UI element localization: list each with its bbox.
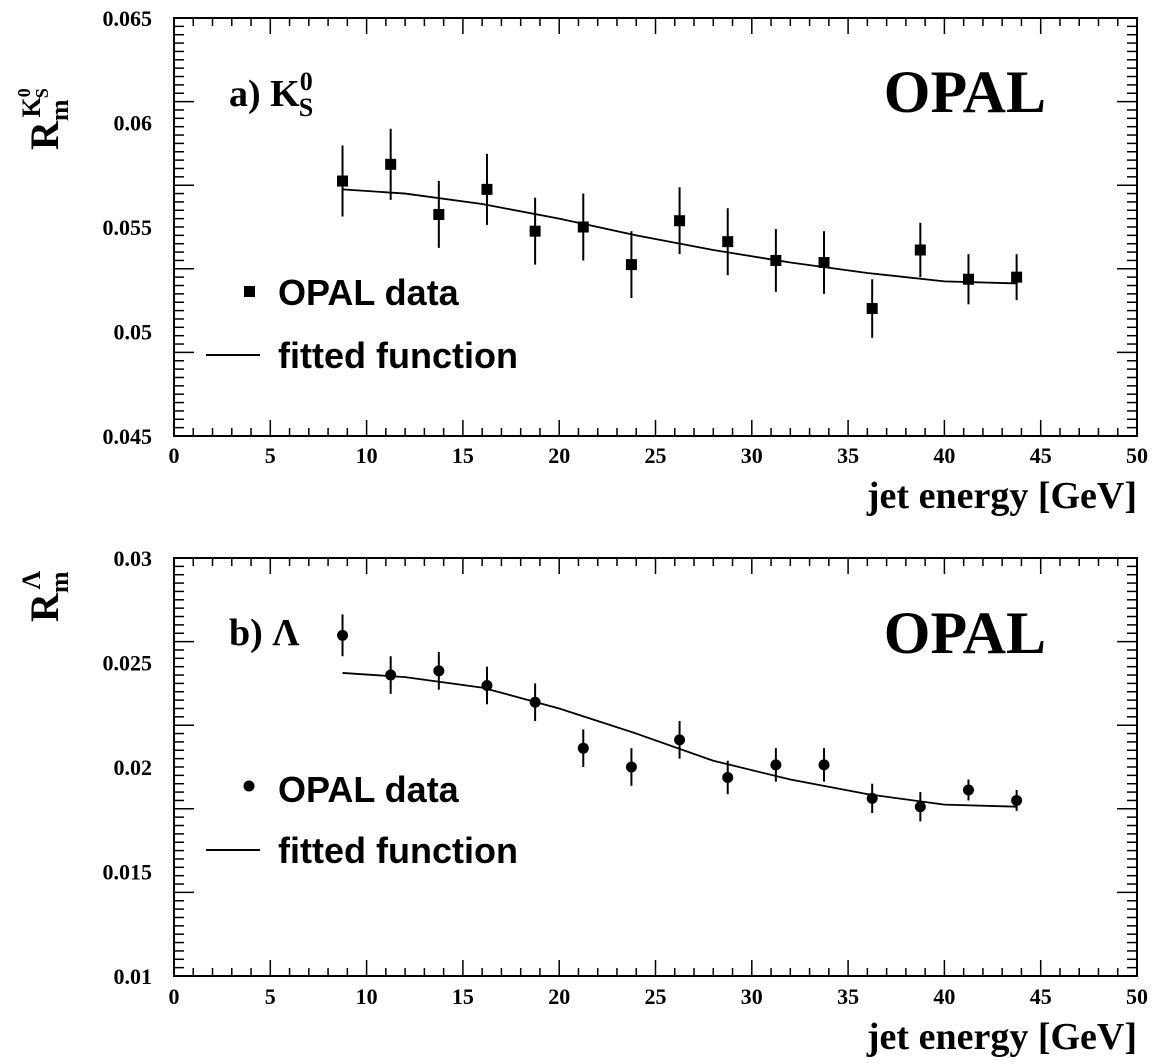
brand-logo-text: OPAL <box>884 600 1046 666</box>
data-point <box>385 158 397 170</box>
data-point <box>481 183 493 195</box>
data-point <box>1011 794 1023 806</box>
x-tick-label: 10 <box>356 443 378 468</box>
data-point <box>914 801 926 813</box>
x-tick-label: 50 <box>1126 984 1148 1009</box>
data-point <box>1011 271 1023 283</box>
legend-data-label: OPAL data <box>278 769 460 810</box>
panel-label: a) K0 S <box>229 67 313 122</box>
x-tick-label: 45 <box>1030 443 1052 468</box>
y-tick-label: 0.05 <box>114 320 153 345</box>
x-tick-label: 15 <box>452 984 474 1009</box>
data-point <box>529 225 541 237</box>
x-tick-label: 10 <box>356 984 378 1009</box>
x-tick-label: 50 <box>1126 443 1148 468</box>
y-axis-title: RmK0S <box>14 88 74 150</box>
data-point <box>866 303 878 315</box>
data-point <box>674 215 686 227</box>
x-tick-labels: 0 5 10 15 20 25 30 35 40 45 50 <box>169 984 1149 1009</box>
x-tick-label: 15 <box>452 443 474 468</box>
y-axis-title: RmΛ <box>17 570 74 622</box>
fit-curve <box>342 672 1017 808</box>
data-point <box>914 244 926 256</box>
axis-ticks <box>173 17 1138 437</box>
x-tick-label: 25 <box>645 443 667 468</box>
data-point <box>625 259 637 271</box>
brand-logo-text: OPAL <box>884 59 1046 125</box>
data-point <box>962 273 974 285</box>
x-tick-label: 30 <box>741 984 763 1009</box>
x-tick-label: 5 <box>265 984 276 1009</box>
x-tick-label: 0 <box>169 984 180 1009</box>
x-tick-label: 35 <box>837 443 859 468</box>
data-point <box>481 679 493 691</box>
legend-fit-label: fitted function <box>278 335 518 376</box>
data-point <box>770 759 782 771</box>
y-tick-label: 0.01 <box>114 964 153 989</box>
fit-line <box>342 672 1017 808</box>
data-point <box>818 257 830 269</box>
data-point <box>722 236 734 248</box>
legend-marker-square <box>244 286 255 297</box>
y-tick-labels: 0.01 0.015 0.02 0.025 0.03 <box>103 546 153 989</box>
y-tick-label: 0.06 <box>114 111 153 136</box>
axis-ticks <box>173 557 1138 977</box>
data-point <box>577 221 589 233</box>
x-tick-label: 35 <box>837 984 859 1009</box>
data-point <box>866 792 878 804</box>
fit-curve <box>342 188 1017 285</box>
x-axis-title: jet energy [GeV] <box>866 475 1137 517</box>
data-point <box>625 761 637 773</box>
legend: OPAL data fitted function <box>206 769 518 871</box>
x-tick-label: 30 <box>741 443 763 468</box>
x-tick-label: 20 <box>548 984 570 1009</box>
y-tick-labels: 0.045 0.05 0.055 0.06 0.065 <box>103 6 153 449</box>
x-tick-label: 0 <box>169 443 180 468</box>
data-point <box>962 784 974 796</box>
x-tick-label: 25 <box>645 984 667 1009</box>
panel-label: b) Λ <box>229 612 300 654</box>
data-point <box>337 629 349 641</box>
x-tick-label: 40 <box>933 443 955 468</box>
y-tick-label: 0.065 <box>103 6 153 31</box>
y-tick-label: 0.025 <box>103 651 153 676</box>
y-tick-label: 0.045 <box>103 424 153 449</box>
panel-lambda: 0 5 10 15 20 25 30 35 40 45 50 0.010.0150.020.0250… <box>17 546 1148 1058</box>
legend-fit-label: fitted function <box>278 830 518 871</box>
x-axis-title: jet energy [GeV] <box>866 1016 1137 1058</box>
data-point <box>770 254 782 266</box>
y-tick-label: 0.03 <box>114 546 153 571</box>
data-point <box>674 734 686 746</box>
data-point <box>433 208 445 220</box>
data-point <box>818 759 830 771</box>
data-point <box>577 742 589 754</box>
data-point <box>337 175 349 187</box>
data-points <box>337 614 1023 822</box>
data-points <box>337 128 1023 338</box>
y-tick-label: 0.02 <box>114 755 153 780</box>
data-point <box>433 665 445 677</box>
x-tick-label: 5 <box>265 443 276 468</box>
x-tick-label: 20 <box>548 443 570 468</box>
x-tick-labels: 0 5 10 15 20 25 30 35 40 45 50 <box>169 443 1149 468</box>
x-tick-label: 45 <box>1030 984 1052 1009</box>
fit-line <box>342 188 1017 285</box>
data-point <box>385 669 397 681</box>
data-point <box>529 696 541 708</box>
y-tick-label: 0.055 <box>103 215 153 240</box>
legend-data-label: OPAL data <box>278 272 460 313</box>
x-tick-label: 40 <box>933 984 955 1009</box>
panel-kshort: 0 5 10 15 20 25 30 35 40 45 50 0.0450.050.0550.060… <box>14 6 1148 517</box>
legend: OPAL data fitted function <box>206 272 518 376</box>
data-point <box>722 771 734 783</box>
legend-marker-circle <box>243 780 255 792</box>
y-tick-label: 0.015 <box>103 860 153 885</box>
